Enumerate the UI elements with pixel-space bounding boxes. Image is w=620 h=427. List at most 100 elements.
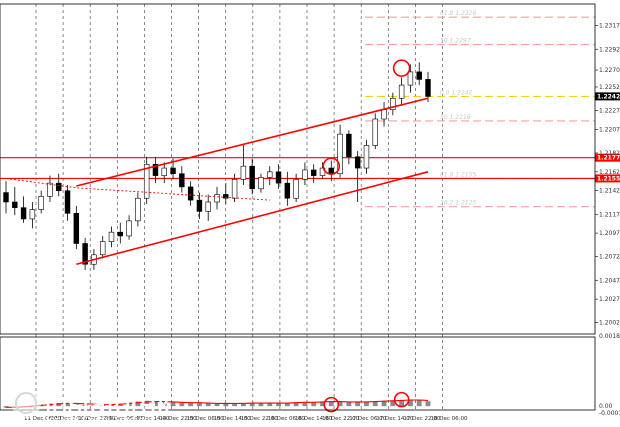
candle-body	[398, 84, 405, 99]
price-tag	[595, 153, 620, 162]
x-tick-label: 14 Dec 22:00	[160, 416, 197, 422]
x-tick-label: 14 Dec 06:00	[105, 416, 142, 422]
candle-body	[214, 194, 220, 203]
price-tag-label: 1.2242	[597, 93, 620, 100]
candle-body	[170, 167, 176, 175]
x-tick-label: 16 Dec 22:00	[322, 416, 359, 422]
y-tick-label: 1.2292	[599, 46, 620, 53]
x-tick-label: 16 Dec 14:00	[295, 416, 332, 422]
candle-body	[354, 156, 361, 169]
candle-body	[381, 109, 387, 120]
fib-level-label: 50 1.2297	[440, 38, 471, 45]
candle-body	[47, 182, 53, 197]
y-tick-label: 1.2002	[599, 320, 620, 327]
price-tag	[595, 174, 620, 183]
fibonacci-levels: 61.8 1.2326 50 1.2297 0.0 1.2242 50 1.2216 6…	[365, 10, 595, 208]
y-tick-label: 1.2027	[599, 296, 620, 303]
candle-body	[284, 182, 291, 199]
candles	[3, 62, 431, 270]
candle-body	[82, 243, 88, 265]
candle-body	[240, 165, 247, 180]
candle-body	[310, 169, 317, 176]
candle-body	[12, 201, 18, 208]
y-tick-label: 1.2317	[599, 23, 620, 30]
highlight-circle	[392, 59, 411, 77]
y-tick-label: 1.2117	[599, 211, 620, 218]
candle-body	[161, 167, 167, 176]
fib-level-label: 50 1.2216	[440, 114, 471, 121]
x-tick-label: 11 Dec 14:00	[51, 416, 88, 422]
candle-body	[407, 71, 414, 86]
candle-body	[126, 220, 132, 237]
candle-body	[425, 79, 431, 97]
brand-logo: instaforex Instant Forex Trading	[11, 388, 171, 427]
x-tick-label: 11 Dec 22:00	[78, 416, 115, 422]
price-tag	[595, 92, 620, 101]
candle-body	[223, 194, 229, 199]
candle-body	[390, 97, 396, 110]
brand-name: instaforex	[45, 388, 171, 420]
fib-level-label: 61.8 1.2155	[440, 171, 476, 178]
indicator-highlight-circle	[323, 396, 340, 413]
candle-body	[196, 199, 203, 212]
y-tick-label: 1.2270	[599, 67, 620, 74]
x-tick-label: 17 Dec 22:00	[403, 416, 440, 422]
candle-body	[346, 133, 352, 158]
x-tick-label: 14 Dec 14:00	[132, 416, 169, 422]
y-tick-label: 1.2142	[599, 188, 620, 195]
candle-body	[275, 171, 282, 184]
candle-body	[416, 71, 422, 80]
x-tick-label: 15 Dec 22:00	[241, 416, 278, 422]
y-tick-label: 1.2097	[599, 230, 620, 237]
y-tick-label: 1.2207	[599, 126, 620, 133]
candle-body	[302, 169, 308, 180]
candle-body	[20, 207, 27, 220]
candle-body	[99, 241, 106, 256]
fib-level-label: 38.2 1.2125	[440, 200, 476, 207]
candle-body	[337, 133, 343, 175]
x-tick-label: 18 Dec 06:00	[431, 416, 468, 422]
candle-body	[187, 186, 194, 201]
channel-upper-line	[76, 97, 429, 187]
candle-body	[3, 192, 9, 203]
y-tick-label: 1.2227	[599, 108, 620, 115]
candle-body	[135, 197, 141, 222]
x-tick-label: 11 Dec 06:00	[24, 416, 61, 422]
y-tick-label: 1.2072	[599, 254, 620, 261]
candle-body	[293, 179, 299, 199]
candle-body	[328, 167, 335, 175]
candle-body	[205, 201, 211, 212]
candle-body	[179, 173, 185, 188]
brand-tagline: Instant Forex Trading	[46, 415, 150, 427]
candle-body	[108, 231, 115, 242]
x-tick-label: 16 Dec 06:00	[268, 416, 305, 422]
grid	[35, 4, 443, 410]
indicator-tick-label: -0.00018	[599, 410, 620, 417]
indicator-panel	[3, 391, 431, 413]
candle-body	[73, 213, 80, 244]
horizontal-levels: 1.2242 1.2177 1.2155	[0, 92, 620, 183]
candle-body	[231, 179, 238, 199]
fib-level-label: 0.0 1.2242	[440, 89, 473, 96]
x-tick-label: 17 Dec 06:00	[349, 416, 386, 422]
dotted-trendline	[5, 177, 270, 201]
indicator-panel-frame	[0, 336, 596, 411]
candle-body	[38, 196, 44, 210]
y-tick-label: 1.2162	[599, 169, 620, 176]
candle-body	[267, 171, 273, 178]
indicator-tick-label: 0.00183	[599, 333, 620, 340]
fib-level-label: 61.8 1.2326	[440, 10, 476, 17]
candle-body	[29, 209, 36, 220]
candle-body	[64, 190, 71, 214]
y-tick-label: 1.2182	[599, 150, 620, 157]
price-tag-label: 1.2177	[597, 155, 620, 162]
highlight-circle	[322, 157, 341, 175]
candle-body	[372, 118, 378, 146]
candle-body	[152, 163, 159, 176]
x-tick-label: 17 Dec 14:00	[376, 416, 413, 422]
x-tick-label: 15 Dec 14:00	[214, 416, 251, 422]
annotations	[5, 59, 429, 266]
price-tag-label: 1.2155	[597, 175, 620, 182]
